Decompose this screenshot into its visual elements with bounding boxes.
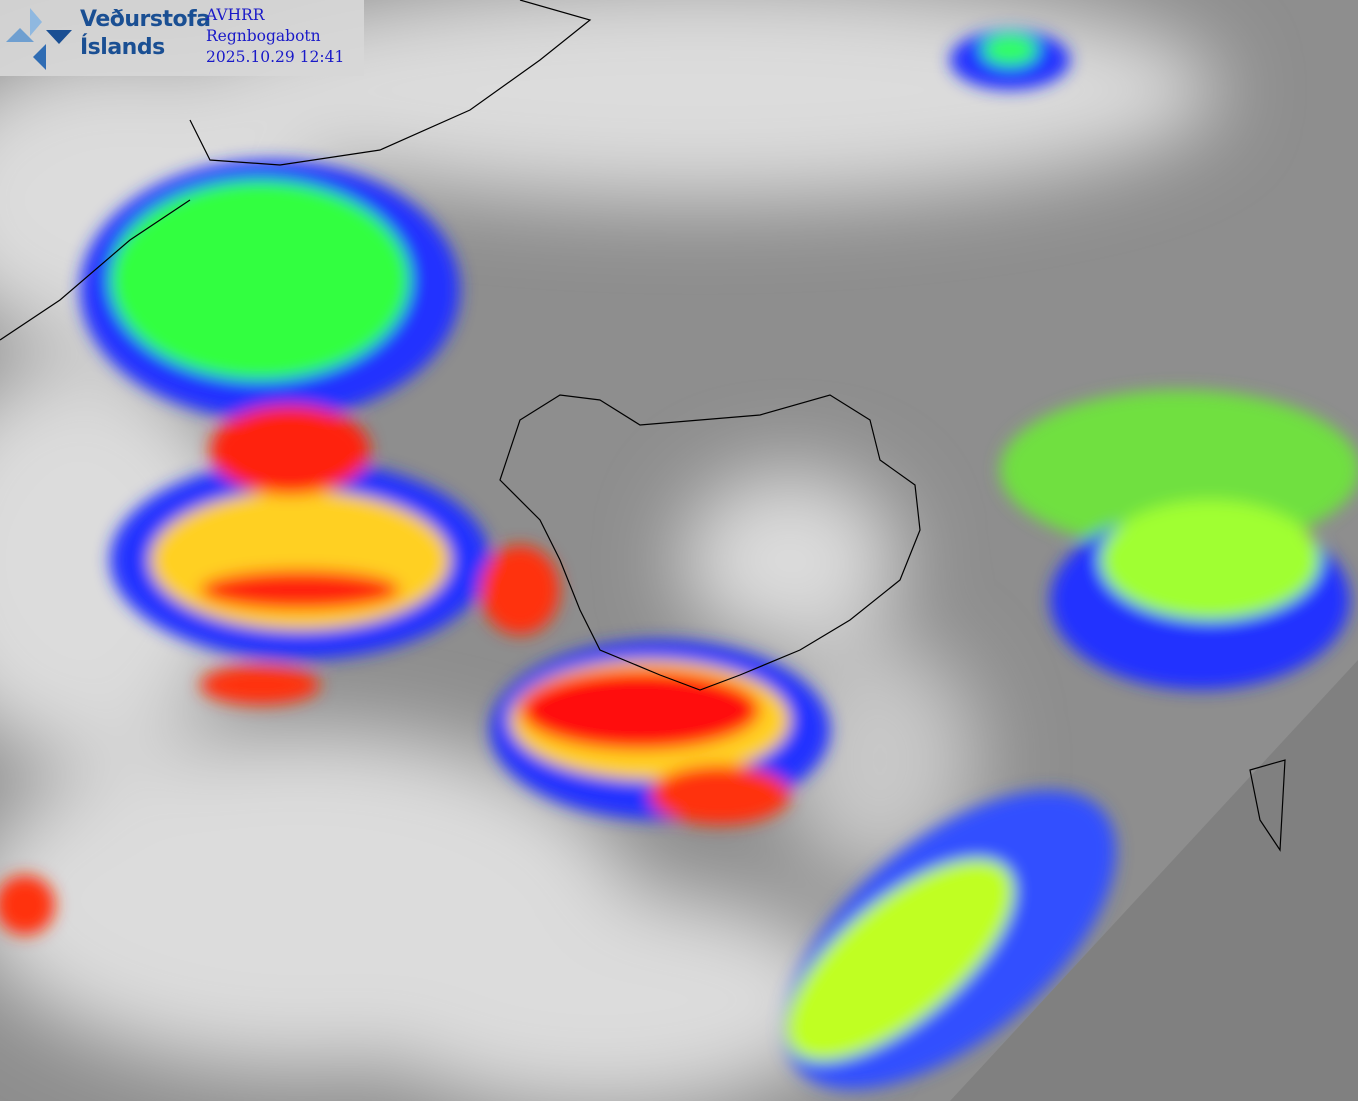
brand-name: Veðurstofa Íslands <box>80 6 211 62</box>
cold-cloud-tops <box>0 30 1358 1090</box>
no-data-region <box>950 660 1358 1101</box>
brand-line-1: Veðurstofa <box>80 7 211 32</box>
timestamp: 2025.10.29 12:41 <box>206 48 345 66</box>
product-name: Regnbogabotn <box>206 27 321 45</box>
vedurstofa-logo-icon <box>6 8 72 70</box>
coastline <box>0 0 1286 852</box>
sensor-label: AVHRR <box>206 6 265 24</box>
product-info: AVHRR Regnbogabotn 2025.10.29 12:41 <box>206 5 344 68</box>
brand-line-2: Íslands <box>80 35 165 60</box>
white-clouds <box>0 0 1220 1101</box>
header-panel: Veðurstofa Íslands AVHRR Regnbogabotn 20… <box>0 0 364 76</box>
